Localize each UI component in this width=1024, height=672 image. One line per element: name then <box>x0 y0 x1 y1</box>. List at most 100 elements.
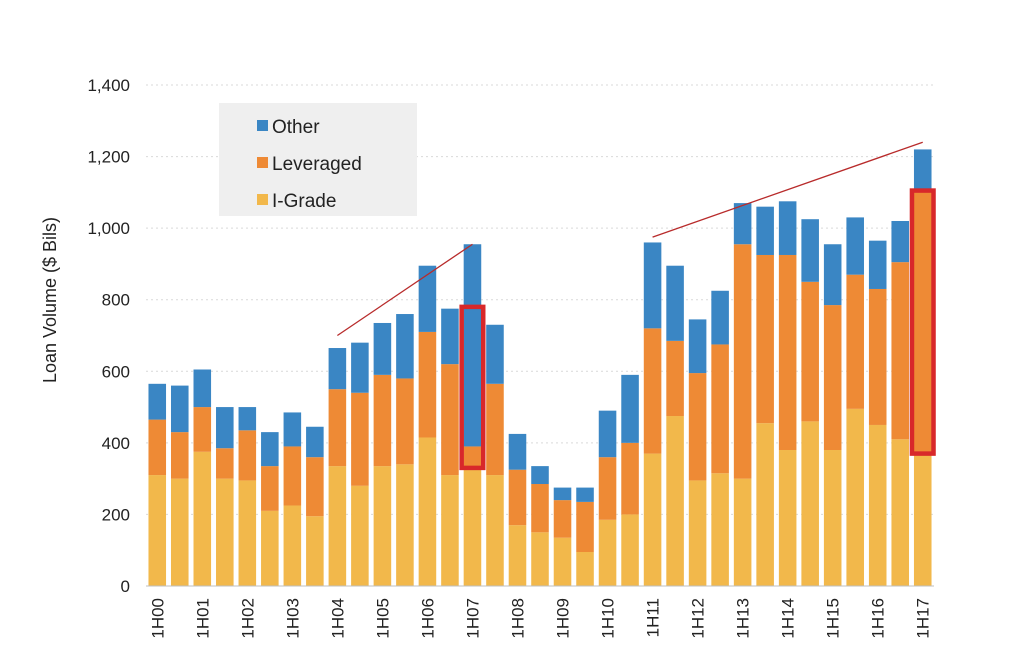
bar-leveraged <box>621 442 639 515</box>
y-tick-label: 1,200 <box>87 148 130 167</box>
bar-leveraged <box>373 374 392 467</box>
bar-leveraged <box>193 407 212 452</box>
bar-leveraged <box>891 262 910 440</box>
bar-other <box>170 385 189 433</box>
bar-i-grade <box>688 480 707 586</box>
bar-i-grade <box>531 532 549 586</box>
bar-i-grade <box>148 475 167 586</box>
x-tick-label: 1H17 <box>914 598 933 639</box>
bar-leveraged <box>801 281 819 422</box>
x-tick-label: 1H07 <box>463 598 482 639</box>
bar-leveraged <box>846 274 864 409</box>
bar-other <box>846 217 864 275</box>
bar-other <box>598 410 617 458</box>
x-tick-label: 1H10 <box>599 598 618 639</box>
bar-leveraged <box>733 244 752 479</box>
bar-other <box>508 433 527 470</box>
bar-i-grade <box>598 519 617 586</box>
y-tick-label: 200 <box>102 505 130 524</box>
bar-i-grade <box>396 464 414 586</box>
bar-other <box>373 322 392 375</box>
bar-other <box>576 487 594 502</box>
highlight-box <box>459 304 486 471</box>
x-tick-label: 1H04 <box>328 598 347 639</box>
bar-other <box>193 369 212 408</box>
bar-leveraged <box>148 419 167 476</box>
x-tick-label: 1H16 <box>869 598 888 639</box>
x-tick-label: 1H09 <box>554 598 573 639</box>
legend-swatch <box>257 194 268 205</box>
bar-other <box>396 314 414 379</box>
bar-leveraged <box>306 457 324 517</box>
legend: Other Leveraged I-Grade <box>219 103 417 216</box>
bar-i-grade <box>666 416 684 586</box>
bar-other <box>261 432 279 467</box>
bar-other <box>306 426 324 458</box>
x-tick-label: 1H14 <box>779 598 798 639</box>
bar-i-grade <box>553 537 572 586</box>
bar-leveraged <box>756 254 774 424</box>
x-tick-label: 1H11 <box>644 598 663 637</box>
bar-i-grade <box>373 466 392 586</box>
bar-leveraged <box>643 328 662 454</box>
bar-leveraged <box>666 340 684 417</box>
bar-other <box>418 265 437 332</box>
bar-i-grade <box>778 450 797 586</box>
bar-leveraged <box>216 448 234 479</box>
legend-swatch <box>257 120 268 131</box>
bar-leveraged <box>868 288 887 425</box>
bar-leveraged <box>913 188 932 452</box>
bar-leveraged <box>688 373 707 481</box>
bar-i-grade <box>306 516 324 586</box>
x-tick-label: 1H03 <box>283 598 302 639</box>
bar-i-grade <box>216 478 234 586</box>
bar-i-grade <box>328 466 347 586</box>
y-tick-label: 1,000 <box>87 219 130 238</box>
bar-other <box>733 203 752 245</box>
bar-i-grade <box>351 485 369 586</box>
bar-i-grade <box>733 478 752 586</box>
x-tick-label: 1H01 <box>193 598 212 639</box>
y-tick-label: 600 <box>102 362 130 381</box>
bar-i-grade <box>846 408 864 586</box>
legend-label: Other <box>272 117 320 138</box>
y-tick-label: 0 <box>121 577 130 596</box>
bar-other <box>531 466 549 485</box>
bar-leveraged <box>778 254 797 451</box>
y-tick-label: 400 <box>102 434 130 453</box>
highlight-box <box>909 188 936 456</box>
bar-i-grade <box>621 514 639 586</box>
bar-i-grade <box>283 505 302 586</box>
legend-swatch <box>257 157 268 168</box>
bar-leveraged <box>396 378 414 465</box>
x-tick-label: 1H05 <box>373 598 392 639</box>
bar-i-grade <box>238 480 257 586</box>
bar-leveraged <box>328 389 347 467</box>
bar-other <box>666 265 684 341</box>
x-tick-label: 1H15 <box>824 598 843 639</box>
bar-leveraged <box>823 305 842 451</box>
bar-i-grade <box>441 475 459 586</box>
x-tick-label: 1H08 <box>508 598 527 639</box>
bar-other <box>238 407 257 431</box>
y-axis-label: Loan Volume ($ Bils) <box>40 217 60 383</box>
legend-label: Leveraged <box>272 154 362 175</box>
bar-other <box>351 342 369 393</box>
bar-other <box>486 324 504 384</box>
bar-other <box>868 240 887 289</box>
trend-line <box>337 243 473 337</box>
bar-leveraged <box>486 383 504 476</box>
bar-other <box>823 244 842 306</box>
bar-i-grade <box>711 473 729 586</box>
bar-leveraged <box>553 500 572 538</box>
annotations <box>337 141 936 471</box>
x-tick-label: 1H02 <box>238 598 257 639</box>
bar-other <box>328 348 347 390</box>
bar-leveraged <box>711 344 729 474</box>
bar-i-grade <box>868 424 887 586</box>
bar-i-grade <box>823 450 842 586</box>
x-tick-label: 1H12 <box>689 598 708 639</box>
legend-background <box>219 103 417 216</box>
bar-leveraged <box>170 432 189 479</box>
bar-i-grade <box>463 467 482 586</box>
